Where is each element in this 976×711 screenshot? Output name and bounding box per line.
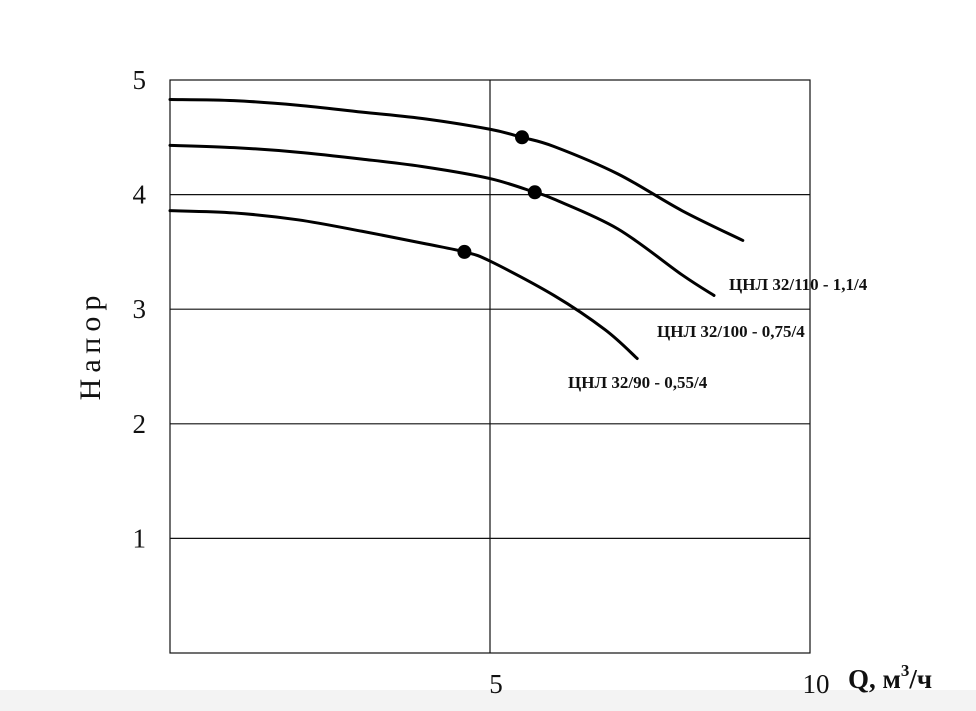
x-axis-label-sup: 3 — [901, 661, 910, 680]
series-label-1: ЦНЛ 32/110 - 1,1/4 — [729, 275, 868, 294]
x-axis-label-main: Q, м — [848, 664, 901, 694]
series-line-1 — [168, 97, 745, 242]
x-tick-label: 10 — [803, 669, 830, 699]
y-tick-label: 3 — [133, 294, 147, 324]
y-tick-label: 4 — [133, 180, 147, 210]
series-line-2 — [168, 143, 716, 297]
series-point-3 — [457, 244, 472, 259]
series-curves — [168, 97, 745, 360]
y-tick-label: 1 — [133, 523, 147, 553]
series-line-3 — [168, 209, 639, 360]
bottom-fade-band — [0, 690, 976, 711]
grid — [169, 79, 811, 654]
y-axis-label: Напор — [74, 290, 107, 401]
series-point-1 — [515, 130, 529, 145]
series-label-3: ЦНЛ 32/90 - 0,55/4 — [568, 373, 708, 392]
x-tick-label: 5 — [489, 669, 503, 699]
y-tick-label: 2 — [133, 409, 147, 439]
series-point-2 — [527, 185, 542, 200]
y-tick-labels: 1 2 3 4 5 — [133, 65, 147, 553]
series-markers — [457, 130, 542, 259]
series-labels: ЦНЛ 32/110 - 1,1/4 ЦНЛ 32/100 - 0,75/4 ЦНЛ… — [568, 275, 868, 392]
series-label-2: ЦНЛ 32/100 - 0,75/4 — [657, 322, 805, 341]
x-axis-label: Q, м3/ч — [848, 661, 932, 694]
x-tick-labels: 5 10 — [489, 669, 829, 699]
x-axis-label-suffix: /ч — [908, 664, 932, 694]
y-tick-label: 5 — [133, 65, 147, 95]
